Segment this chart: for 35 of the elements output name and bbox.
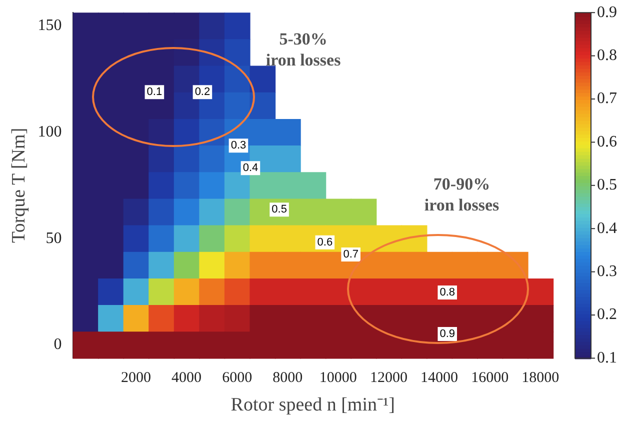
annotation: 0.7 <box>343 248 358 261</box>
x-tick-label: 6000 <box>222 370 252 386</box>
x-axis-title: Rotor speed n [min⁻¹] <box>230 394 395 416</box>
annotation: 0.3 <box>230 140 246 152</box>
x-tick-label: 12000 <box>370 370 408 386</box>
annotation: 0.6 <box>317 236 333 248</box>
color-bar-label: 0.7 <box>597 90 617 108</box>
annotation: 0.5 <box>272 204 287 216</box>
x-tick-label: 8000 <box>272 370 303 386</box>
color-bar-label: 0.6 <box>597 133 617 150</box>
annotation: 5-30% iron losses <box>266 30 342 70</box>
color-bar-label: 0.5 <box>597 176 617 194</box>
annotation: 0.9 <box>440 328 456 340</box>
x-tick-label: 10000 <box>319 370 357 386</box>
color-bar-label: 0.9 <box>597 4 617 21</box>
annotation: 0.1 <box>146 86 162 98</box>
annotation: 70-90% iron losses <box>424 174 500 215</box>
annotation: 0.4 <box>242 162 258 174</box>
y-tick-label: 0 <box>54 336 62 354</box>
x-tick-label: 16000 <box>471 370 509 386</box>
color-bar-label: 0.8 <box>597 47 617 64</box>
y-tick-label: 50 <box>46 230 62 247</box>
x-tick-label: 18000 <box>522 370 560 386</box>
y-axis-title: Torque T [Nm] <box>8 128 30 243</box>
annotation: 0.2 <box>194 86 210 98</box>
y-tick-label: 100 <box>38 123 62 140</box>
x-tick-label: 2000 <box>120 370 151 386</box>
color-bar-label: 0.3 <box>597 263 617 280</box>
x-tick-label: 14000 <box>420 370 458 386</box>
annotation: 0.8 <box>440 286 456 299</box>
y-tick-label: 150 <box>38 17 62 34</box>
color-bar-label: 0.4 <box>597 220 617 237</box>
x-tick-label: 4000 <box>172 370 202 386</box>
color-bar-label: 0.1 <box>597 349 617 366</box>
color-bar-label: 0.2 <box>597 306 617 324</box>
